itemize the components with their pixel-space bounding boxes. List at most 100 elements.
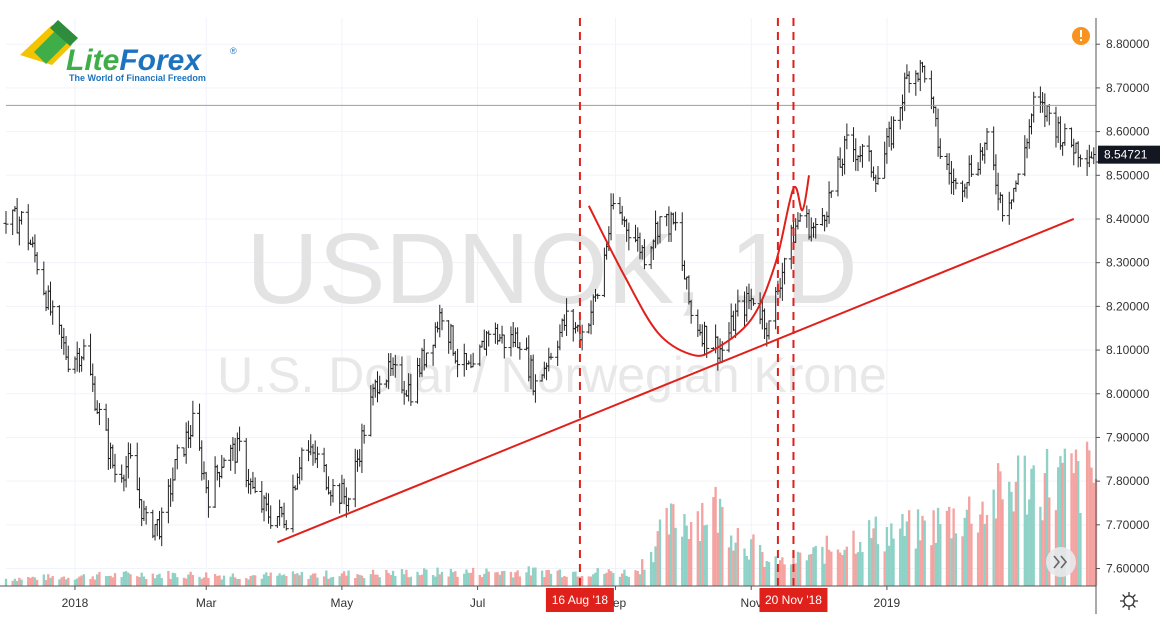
volume-bar bbox=[667, 534, 671, 586]
volume-bar bbox=[914, 548, 917, 586]
volume-bar bbox=[545, 570, 548, 586]
volume-bar bbox=[903, 536, 906, 586]
volume-bar bbox=[1001, 499, 1004, 586]
volume-bar bbox=[331, 576, 335, 586]
volume-bar bbox=[62, 576, 66, 586]
volume-bar bbox=[1070, 453, 1073, 586]
volume-bar bbox=[233, 577, 237, 586]
volume-bar bbox=[936, 507, 940, 586]
alert-badge[interactable] bbox=[1072, 27, 1090, 45]
volume-bar bbox=[701, 503, 704, 586]
volume-bar bbox=[216, 575, 219, 586]
volume-bar bbox=[805, 560, 808, 586]
volume-bar bbox=[416, 571, 419, 586]
volume-bar bbox=[592, 574, 595, 586]
volume-bar bbox=[187, 574, 190, 586]
volume-bar bbox=[309, 575, 312, 586]
volume-bar bbox=[356, 574, 359, 586]
volume-bar bbox=[322, 576, 326, 586]
volume-bar bbox=[649, 551, 653, 586]
volume-bar bbox=[483, 573, 486, 586]
volume-bar bbox=[563, 576, 566, 586]
volume-bar bbox=[249, 576, 252, 586]
volume-bar bbox=[49, 577, 52, 586]
volume-bar bbox=[1041, 520, 1044, 586]
volume-bar bbox=[705, 524, 708, 586]
volume-bar bbox=[932, 510, 935, 586]
volume-bar bbox=[883, 551, 886, 586]
volume-bar bbox=[338, 576, 341, 586]
volume-bar bbox=[376, 574, 379, 586]
volume-bar bbox=[387, 572, 390, 586]
volume-bar bbox=[736, 527, 740, 586]
volume-bar bbox=[160, 577, 163, 586]
volume-bar bbox=[64, 579, 68, 586]
volume-bar bbox=[467, 572, 470, 586]
volume-bar bbox=[576, 576, 579, 586]
y-tick-label: 8.50000 bbox=[1106, 168, 1150, 182]
volume-bar bbox=[423, 568, 426, 586]
volume-bar bbox=[509, 571, 513, 586]
volume-bar bbox=[525, 572, 528, 586]
volume-bar bbox=[1039, 506, 1042, 586]
volume-bar bbox=[78, 576, 81, 586]
y-tick-label: 8.00000 bbox=[1106, 387, 1150, 401]
settings-button[interactable] bbox=[1120, 592, 1138, 610]
volume-bar bbox=[1063, 448, 1067, 586]
volume-bar bbox=[540, 570, 544, 586]
logo-registered-mark: ® bbox=[230, 46, 237, 56]
volume-bar bbox=[327, 578, 330, 586]
volume-bar bbox=[867, 520, 871, 586]
volume-bar bbox=[18, 577, 21, 586]
volume-bar bbox=[76, 578, 79, 586]
logo-mark-icon bbox=[20, 20, 78, 65]
volume-bar bbox=[970, 523, 973, 586]
volume-bar bbox=[961, 536, 964, 586]
volume-bar bbox=[1032, 465, 1035, 586]
volume-bar bbox=[496, 572, 499, 586]
volume-bar bbox=[503, 570, 506, 586]
y-tick-label: 7.90000 bbox=[1106, 430, 1150, 444]
volume-bar bbox=[220, 579, 223, 586]
volume-bar bbox=[763, 566, 766, 586]
volume-bar bbox=[876, 544, 880, 586]
volume-bar bbox=[778, 560, 782, 586]
volume-bar bbox=[222, 575, 226, 586]
volume-bar bbox=[311, 573, 315, 586]
volume-bar bbox=[841, 555, 844, 586]
volume-bar bbox=[276, 575, 279, 586]
volume-bar bbox=[636, 570, 639, 586]
volume-bar bbox=[111, 577, 114, 586]
volume-bar bbox=[745, 555, 748, 586]
volume-bar bbox=[325, 570, 328, 586]
volume-bar bbox=[142, 576, 146, 586]
volume-bar bbox=[494, 572, 497, 586]
volume-bar bbox=[1025, 514, 1029, 586]
volume-bar bbox=[498, 574, 502, 586]
last-price-bg bbox=[1098, 145, 1160, 164]
volume-bar bbox=[807, 554, 811, 586]
x-tick-label: 2018 bbox=[62, 596, 89, 610]
volume-bar bbox=[82, 574, 86, 586]
volume-bar bbox=[487, 571, 490, 586]
volume-bar bbox=[565, 576, 568, 586]
volume-bar bbox=[4, 578, 8, 586]
watermark-description: U.S. Dollar / Norwegian Krone bbox=[217, 347, 887, 403]
volume-bar bbox=[358, 574, 361, 586]
volume-bar bbox=[776, 568, 780, 586]
volume-bar bbox=[500, 571, 504, 586]
volume-bar bbox=[67, 577, 70, 586]
volume-bar bbox=[360, 575, 364, 586]
volume-bar bbox=[140, 572, 143, 586]
scroll-to-realtime-button[interactable] bbox=[1046, 547, 1076, 577]
y-tick-label: 8.60000 bbox=[1106, 125, 1150, 139]
volume-bar bbox=[420, 574, 424, 586]
volume-bar bbox=[51, 576, 54, 586]
volume-bar bbox=[371, 569, 375, 586]
volume-bar bbox=[20, 579, 23, 586]
volume-bar bbox=[113, 573, 117, 586]
volume-bar bbox=[976, 532, 980, 586]
volume-bar bbox=[641, 559, 644, 586]
volume-bar bbox=[389, 574, 393, 586]
